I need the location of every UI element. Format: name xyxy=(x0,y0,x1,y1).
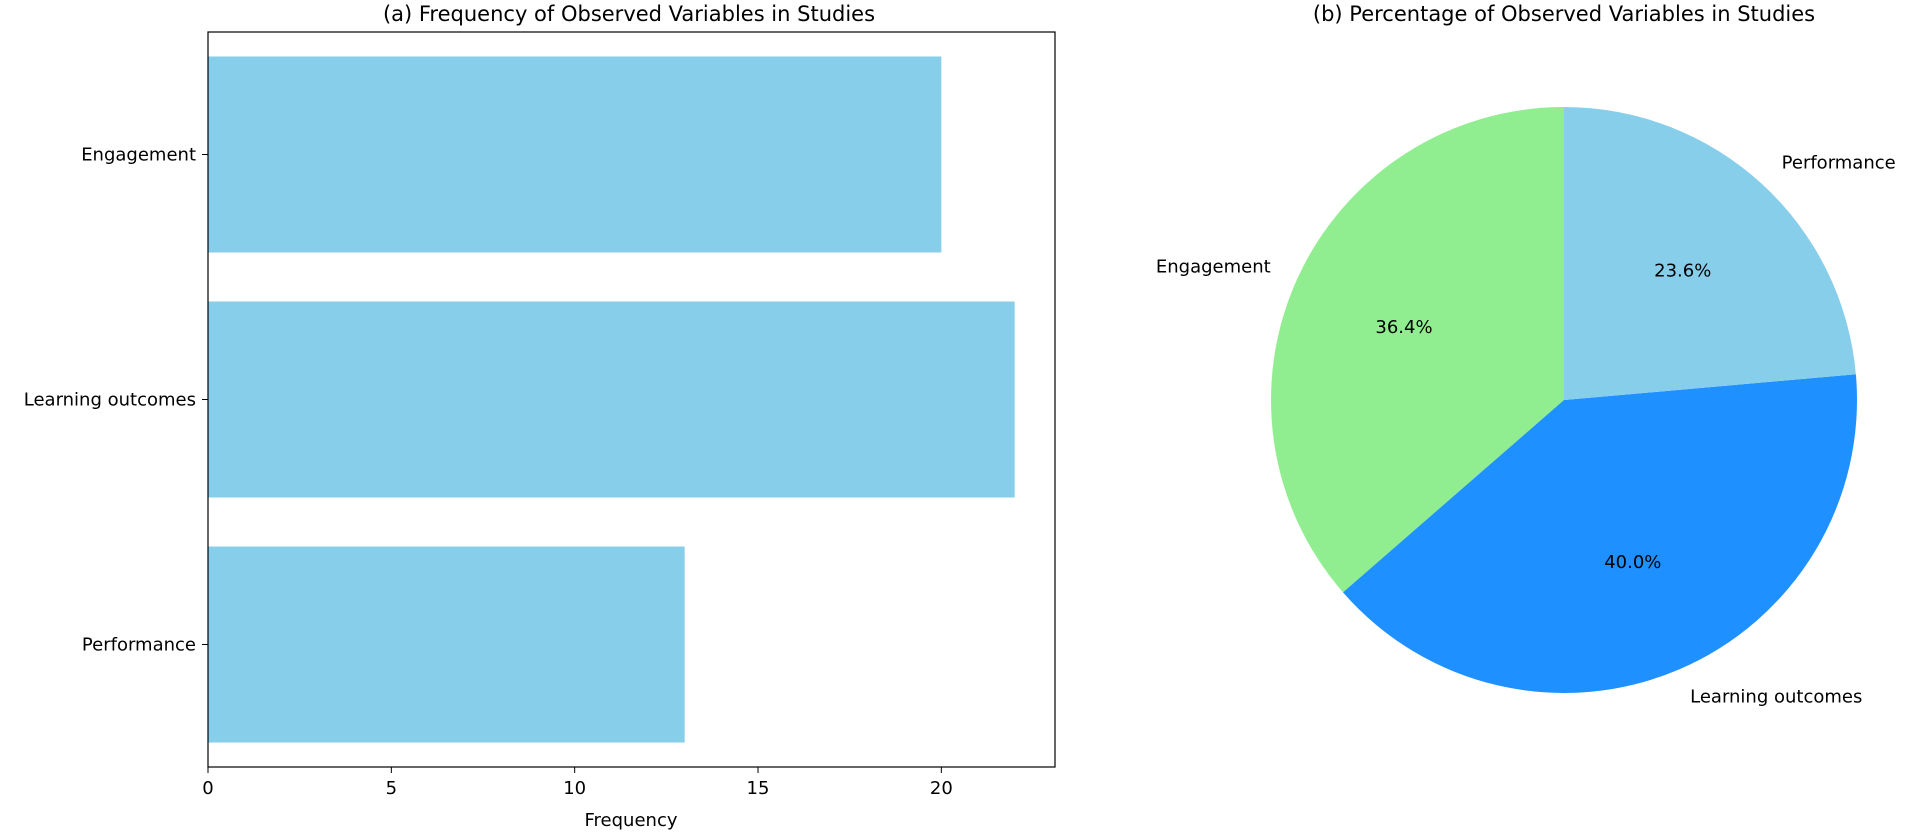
pie-pct-label-performance: 23.6% xyxy=(1654,260,1711,281)
pie-slice-engagement xyxy=(1271,107,1564,593)
pie-label-engagement: Engagement xyxy=(1156,256,1271,277)
bar-learning-outcomes xyxy=(208,301,1015,498)
x-tick-label-10: 10 xyxy=(563,778,586,799)
bar-x-axis-ticks: 0 5 10 15 20 xyxy=(202,767,953,799)
bar-performance xyxy=(208,546,685,743)
bar-marks xyxy=(208,56,1015,743)
pie-pct-label-engagement: 36.4% xyxy=(1375,317,1432,338)
pie-chart: (b) Percentage of Observed Variables in … xyxy=(1156,2,1896,708)
y-tick-label-engagement: Engagement xyxy=(81,145,196,166)
x-tick-label-0: 0 xyxy=(202,778,213,799)
y-tick-label-learning-outcomes: Learning outcomes xyxy=(24,390,196,411)
pie-slice-learning-outcomes xyxy=(1343,374,1857,693)
pie-slice-performance xyxy=(1564,106,1856,401)
x-tick-label-20: 20 xyxy=(930,778,953,799)
x-tick-label-5: 5 xyxy=(386,778,397,799)
x-tick-label-15: 15 xyxy=(747,778,770,799)
bar-chart: (a) Frequency of Observed Variables in S… xyxy=(24,2,1056,831)
bar-engagement xyxy=(208,56,942,253)
bar-y-axis-ticks: Engagement Learning outcomes Performance xyxy=(24,145,208,656)
bar-chart-title: (a) Frequency of Observed Variables in S… xyxy=(383,2,875,26)
bar-x-axis-label: Frequency xyxy=(585,810,678,831)
pie-chart-title: (b) Percentage of Observed Variables in … xyxy=(1313,2,1815,26)
pie-label-learning-outcomes: Learning outcomes xyxy=(1690,687,1862,708)
pie-label-performance: Performance xyxy=(1782,152,1896,173)
pie-marks: Engagement 36.4% Learning outcomes 40.0% Per… xyxy=(1156,106,1896,708)
y-tick-label-performance: Performance xyxy=(82,635,196,656)
pie-pct-label-learning-outcomes: 40.0% xyxy=(1604,552,1661,573)
